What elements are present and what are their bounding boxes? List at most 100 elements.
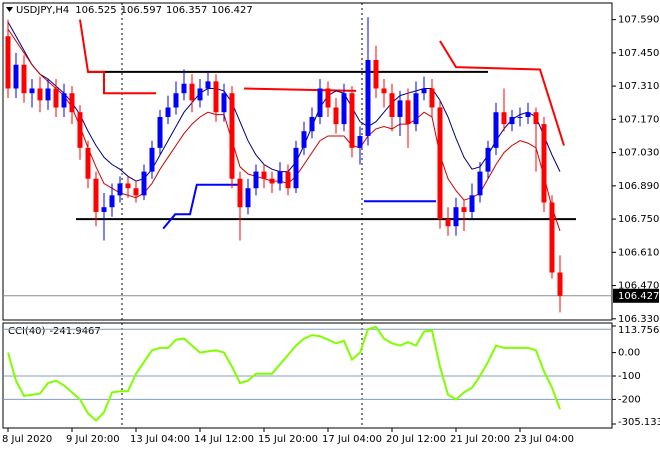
candle-body bbox=[509, 116, 515, 125]
candle-body bbox=[413, 93, 419, 125]
candle-body bbox=[309, 116, 315, 132]
candle-body bbox=[237, 178, 243, 208]
y-tick-label: 106.610 bbox=[618, 247, 659, 258]
candle-body bbox=[197, 88, 203, 101]
y-tick-label: 106.330 bbox=[618, 314, 659, 325]
candle-body bbox=[189, 83, 195, 101]
x-tick-label: 17 Jul 04:00 bbox=[322, 434, 382, 445]
cci-name: CCI(40) bbox=[8, 326, 46, 337]
candle-body bbox=[557, 272, 563, 296]
candle-body bbox=[165, 107, 171, 117]
last-open: 106.525 bbox=[75, 5, 116, 16]
candle-body bbox=[525, 112, 531, 117]
y-tick-label: 107.170 bbox=[618, 114, 659, 125]
candle-body bbox=[269, 178, 275, 184]
candle-body bbox=[261, 171, 267, 179]
y-tick-label: 107.310 bbox=[618, 81, 659, 92]
candle-body bbox=[301, 131, 307, 148]
candle-body bbox=[157, 116, 163, 148]
candle-body bbox=[317, 88, 323, 117]
candle-body bbox=[437, 107, 443, 220]
candle-body bbox=[517, 116, 523, 118]
candle-body bbox=[21, 64, 27, 94]
candle-body bbox=[61, 93, 67, 108]
candle-body bbox=[205, 81, 211, 89]
x-tick-label: 23 Jul 04:00 bbox=[514, 434, 574, 445]
overlay-line bbox=[79, 19, 156, 95]
candle-body bbox=[365, 59, 371, 136]
cci-y-tick-label: -305.1338 bbox=[618, 417, 660, 428]
candle-body bbox=[221, 93, 227, 113]
last-close: 106.427 bbox=[211, 5, 252, 16]
last-high: 106.597 bbox=[121, 5, 162, 16]
cci-line bbox=[7, 325, 561, 422]
y-tick-label: 106.890 bbox=[618, 181, 659, 192]
x-tick-label: 8 Jul 2020 bbox=[2, 434, 52, 445]
candle-body bbox=[453, 207, 459, 227]
y-tick-label: 107.030 bbox=[618, 148, 659, 159]
overlay-line bbox=[243, 87, 357, 92]
candle-body bbox=[181, 83, 187, 94]
candle-body bbox=[117, 183, 123, 196]
x-tick-label: 20 Jul 12:00 bbox=[386, 434, 446, 445]
x-tick-label: 13 Jul 04:00 bbox=[130, 434, 190, 445]
candle-body bbox=[333, 107, 339, 125]
candle-body bbox=[29, 88, 35, 94]
cci-panel-frame bbox=[2, 322, 613, 429]
candle-body bbox=[341, 93, 347, 125]
cci-y-tick-label: 0.00 bbox=[618, 348, 640, 359]
candle-body bbox=[541, 124, 547, 203]
symbol-icon bbox=[6, 7, 13, 12]
candle-body bbox=[37, 88, 43, 101]
candle-body bbox=[213, 81, 219, 113]
candle-body bbox=[405, 100, 411, 125]
candle-body bbox=[349, 93, 355, 148]
cci-y-tick-label: -200 bbox=[618, 394, 641, 405]
candle-body bbox=[149, 147, 155, 172]
candle-body bbox=[461, 207, 467, 212]
current-price-label: 106.427 bbox=[618, 291, 659, 302]
last-low: 106.357 bbox=[166, 5, 207, 16]
candle-body bbox=[397, 100, 403, 117]
x-tick-label: 21 Jul 20:00 bbox=[450, 434, 510, 445]
candle-body bbox=[357, 135, 363, 148]
candle-body bbox=[445, 219, 451, 227]
candle-body bbox=[229, 93, 235, 179]
candle-body bbox=[381, 88, 387, 94]
candle-body bbox=[493, 112, 499, 148]
chart-header: USDJPY,H4 106.525 106.597 106.357 106.427 bbox=[16, 5, 253, 16]
candle-body bbox=[109, 195, 115, 208]
x-tick-label: 14 Jul 12:00 bbox=[194, 434, 254, 445]
candle-body bbox=[485, 147, 491, 172]
candle-body bbox=[373, 59, 379, 89]
moving-average bbox=[7, 28, 561, 232]
candle-body bbox=[125, 183, 131, 189]
cci-header: CCI(40) -241.9467 bbox=[8, 326, 101, 337]
candle-body bbox=[285, 171, 291, 189]
y-tick-label: 106.750 bbox=[618, 214, 659, 225]
candle-body bbox=[549, 202, 555, 273]
price-panel-frame bbox=[2, 2, 613, 321]
candle-body bbox=[93, 178, 99, 212]
candle-body bbox=[77, 112, 83, 148]
x-tick-label: 15 Jul 20:00 bbox=[258, 434, 318, 445]
candle-body bbox=[429, 88, 435, 108]
candle-body bbox=[477, 171, 483, 196]
candle-body bbox=[501, 112, 507, 125]
candle-body bbox=[101, 207, 107, 212]
candle-body bbox=[245, 188, 251, 208]
candle-body bbox=[253, 171, 259, 189]
plot-layer: 107.590 107.450 107.310 107.170 107.030 106.8… bbox=[2, 15, 660, 445]
y-tick-label: 106.470 bbox=[618, 281, 659, 292]
symbol: USDJPY,H4 bbox=[16, 5, 69, 16]
candle-body bbox=[389, 93, 395, 117]
candle-body bbox=[469, 195, 475, 212]
overlay-line bbox=[162, 183, 240, 230]
candle-body bbox=[533, 112, 539, 125]
candle-body bbox=[5, 36, 11, 89]
candle-body bbox=[141, 171, 147, 196]
current-price-box bbox=[613, 288, 659, 303]
